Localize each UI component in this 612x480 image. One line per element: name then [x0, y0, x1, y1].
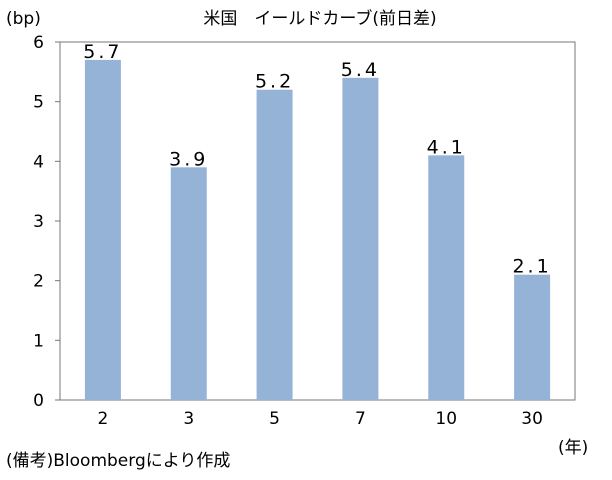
data-label-3: 3.9 — [169, 148, 208, 170]
y-tick-labels: 0 1 2 3 4 5 6 — [33, 33, 60, 411]
chart-title: 米国 イールドカーブ(前日差) — [203, 8, 436, 29]
x-tick-label-10: 10 — [435, 409, 457, 429]
y-tick-label: 6 — [33, 33, 44, 53]
y-tick-label: 0 — [33, 391, 44, 411]
data-label-5: 5.2 — [255, 71, 294, 93]
bar-7 — [342, 77, 379, 401]
data-label-30: 2.1 — [512, 256, 551, 278]
data-labels: 5.7 3.9 5.2 5.4 4.1 2.1 — [83, 41, 551, 278]
y-tick-label: 4 — [33, 152, 44, 172]
y-axis-unit-label: (bp) — [6, 9, 41, 29]
plot-frame — [59, 41, 576, 401]
bar-3 — [170, 167, 207, 400]
y-tick-label: 3 — [33, 212, 44, 232]
x-tick-label-2: 2 — [98, 409, 109, 429]
x-tick-label-3: 3 — [183, 409, 194, 429]
y-tick-label: 2 — [33, 272, 44, 292]
data-label-2: 5.7 — [83, 41, 122, 63]
x-axis-unit-label: (年) — [558, 438, 588, 458]
x-tick-labels: 2 3 5 7 10 30 — [98, 409, 543, 429]
x-tick-label-7: 7 — [355, 409, 366, 429]
bar-2 — [84, 59, 121, 401]
bar-30 — [514, 274, 551, 400]
bar-10 — [428, 155, 465, 400]
y-tick-label: 1 — [33, 331, 44, 351]
x-tick-label-5: 5 — [269, 409, 280, 429]
data-label-10: 4.1 — [427, 136, 466, 158]
source-note: (備考)Bloombergにより作成 — [6, 451, 231, 471]
x-tick-label-30: 30 — [521, 409, 543, 429]
data-label-7: 5.4 — [341, 59, 380, 81]
bar-5 — [256, 89, 293, 400]
y-tick-label: 5 — [33, 93, 44, 113]
bars — [84, 59, 551, 401]
